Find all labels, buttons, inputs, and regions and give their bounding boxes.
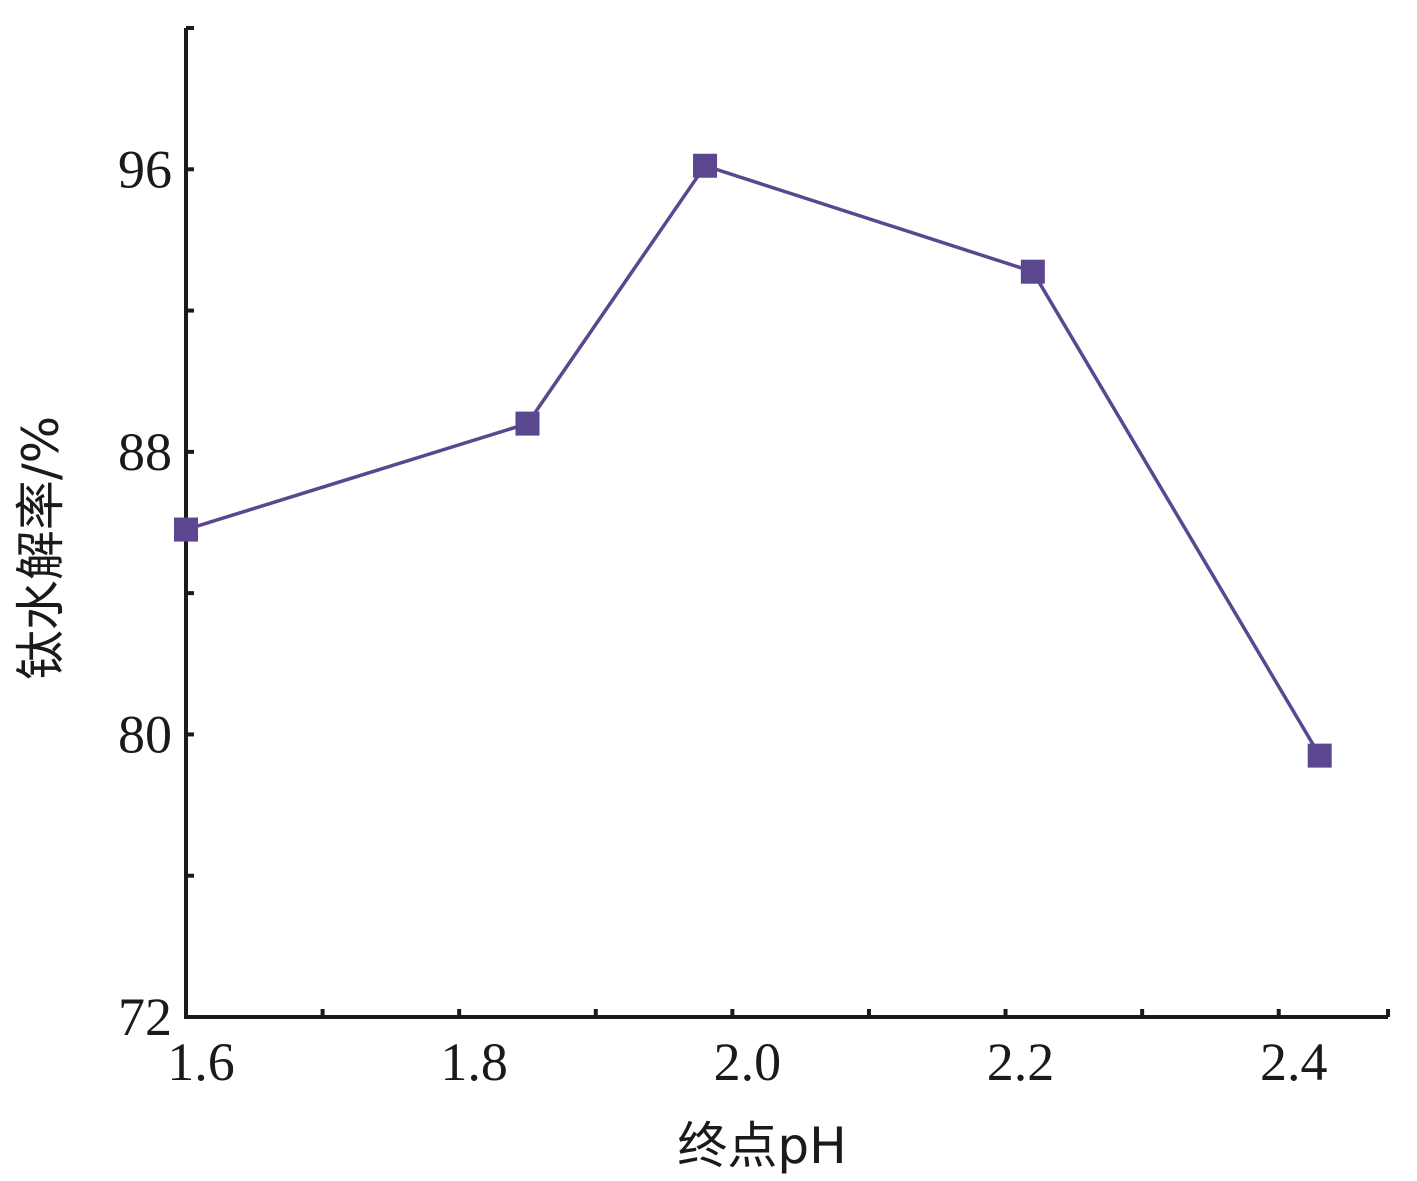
x-axis-title: 终点pH xyxy=(677,1117,846,1175)
data-point-marker xyxy=(693,153,718,178)
x-tick-label: 2.4 xyxy=(1260,1032,1328,1092)
x-tick-label: 1.6 xyxy=(167,1032,235,1092)
ticks xyxy=(184,26,1390,1019)
data-point-marker xyxy=(1307,743,1332,768)
y-tick-label: 88 xyxy=(118,422,172,482)
axes xyxy=(184,28,1388,1019)
data-point-marker xyxy=(174,517,198,542)
series-line xyxy=(185,163,1322,757)
x-tick-label: 2.0 xyxy=(714,1032,782,1092)
y-tick-label: 96 xyxy=(118,139,172,199)
y-tick-label: 72 xyxy=(118,987,172,1047)
y-tick-label: 80 xyxy=(118,704,172,764)
x-tick-label: 1.8 xyxy=(440,1032,508,1092)
data-point-marker xyxy=(515,411,540,436)
series xyxy=(174,153,1332,768)
y-axis-title: 钛水解率/% xyxy=(12,416,70,680)
data-point-marker xyxy=(1020,259,1045,284)
x-tick-label: 2.2 xyxy=(987,1032,1055,1092)
tick-labels: 72 80 88 96 1.6 1.8 2.0 2.2 2.4 xyxy=(118,139,1327,1092)
